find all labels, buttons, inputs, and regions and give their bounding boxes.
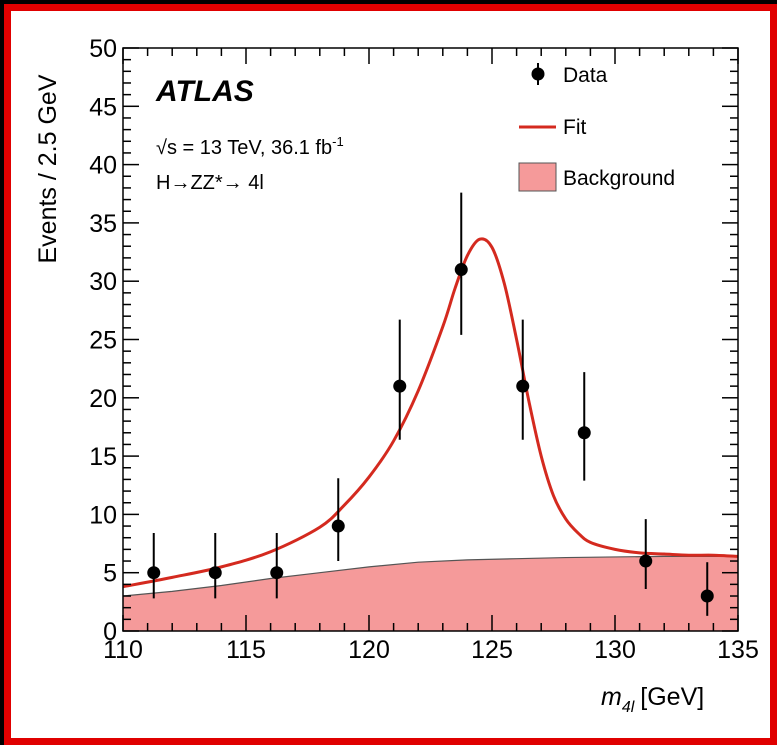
x-tick-label: 125 — [471, 636, 513, 664]
legend-background-box — [518, 162, 557, 192]
x-tick-label: 115 — [226, 636, 266, 664]
energy-label-text: √s = 13 TeV, 36.1 fb — [156, 137, 332, 159]
y-tick-label: 35 — [89, 210, 117, 238]
background-line — [122, 555, 738, 597]
y-tick-label: 0 — [103, 618, 117, 646]
y-tick-label: 25 — [89, 327, 117, 355]
x-tick-label: 120 — [348, 636, 390, 664]
data-point — [393, 379, 407, 393]
plot-svg: 110 115 120 125 130 135 0 5 10 15 20 25 30 35 40 45 50 A… — [34, 35, 759, 716]
y-tick-label: 40 — [89, 152, 117, 180]
legend-background-label: Background — [563, 167, 675, 190]
data-point — [270, 566, 284, 580]
x-tick-label: 110 — [103, 636, 143, 664]
y-axis-label: Events / 2.5 GeV — [34, 74, 62, 263]
x-axis-label: m4l [GeV] — [601, 683, 704, 716]
data-point — [639, 554, 653, 568]
energy-label: √s = 13 TeV, 36.1 fb-1 — [156, 134, 344, 159]
background-area — [123, 556, 738, 631]
y-tick-label: 30 — [89, 268, 117, 296]
x-tick-label: 135 — [717, 636, 759, 664]
data-point — [331, 519, 345, 533]
legend-data-label: Data — [563, 64, 608, 87]
y-tick-label: 20 — [89, 385, 117, 413]
data-point — [454, 263, 468, 277]
y-tick-label: 15 — [89, 443, 117, 471]
y-tick-label: 45 — [89, 93, 117, 121]
x-axis-label-sub: 4l — [622, 699, 635, 716]
data-point — [700, 589, 714, 603]
fit-curve — [122, 237, 739, 589]
legend: Data Fit Background — [518, 63, 675, 192]
energy-label-sup: -1 — [332, 134, 344, 149]
data-point — [516, 379, 530, 393]
figure-frame: 110 115 120 125 130 135 0 5 10 15 20 25 30 35 40 45 50 A… — [4, 4, 777, 745]
data-point — [577, 426, 591, 440]
y-tick-label: 50 — [89, 35, 117, 63]
x-axis-label-main: m — [601, 683, 622, 711]
x-axis-label-unit: [GeV] — [640, 683, 704, 711]
data-point — [147, 566, 161, 580]
process-label: H→ZZ*→ 4l — [156, 172, 264, 194]
legend-data-marker — [531, 67, 545, 81]
y-tick-label: 10 — [89, 501, 117, 529]
x-tick-label: 130 — [594, 636, 636, 664]
experiment-label: ATLAS — [155, 75, 254, 108]
y-tick-label: 5 — [103, 560, 117, 588]
legend-fit-label: Fit — [563, 116, 586, 139]
data-point — [208, 566, 222, 580]
